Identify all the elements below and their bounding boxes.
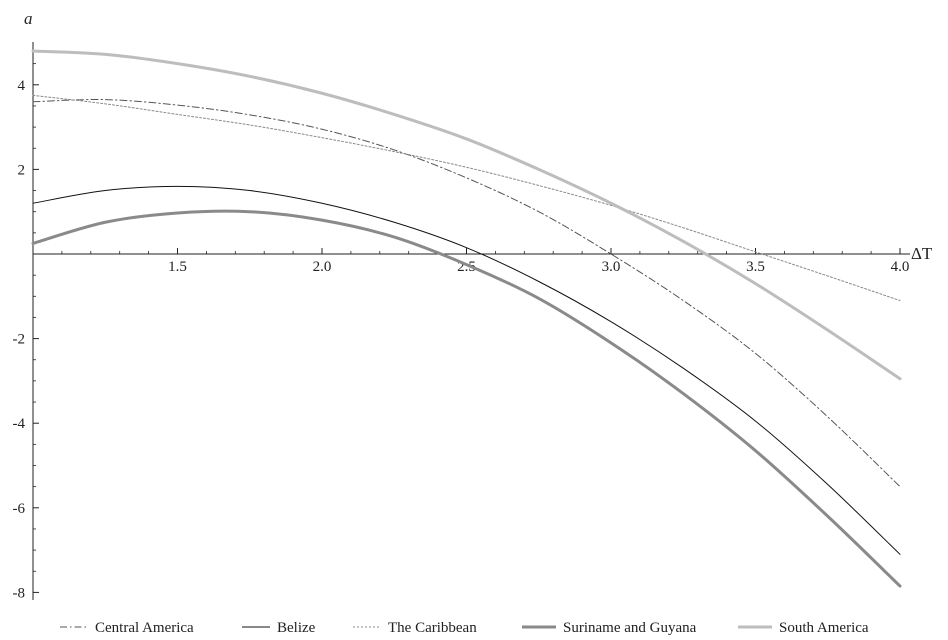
legend-label-central-america: Central America: [95, 620, 194, 636]
series-line-belize: [32, 185, 901, 555]
axes: 1.5 2.0 2.5 3.0 3.5 4.0-8-6-4-224: [13, 42, 910, 601]
plot-area: [31, 49, 902, 588]
x-tick-label: 3.5: [746, 259, 765, 275]
legend-label-the-caribbean: The Caribbean: [388, 620, 477, 636]
x-tick-label: 1.5: [168, 259, 187, 275]
series-line-central-america: [32, 99, 901, 488]
series-line-the-caribbean: [32, 94, 901, 302]
legend: Central America Belize The Caribbean Surina…: [60, 620, 869, 636]
x-tick-label: 4.0: [891, 259, 910, 275]
x-tick-label: 3.0: [602, 259, 621, 275]
y-tick-label: -2: [13, 332, 26, 348]
y-tick-label: 4: [18, 78, 26, 94]
y-tick-label: -4: [13, 416, 26, 432]
x-tick-label: 2.0: [313, 259, 332, 275]
x-axis-label: ΔT: [911, 244, 933, 263]
legend-label-suriname-and-guyana: Suriname and Guyana: [563, 620, 697, 636]
y-tick-label: -8: [13, 585, 26, 601]
legend-label-belize: Belize: [277, 620, 316, 636]
legend-label-south-america: South America: [779, 620, 869, 636]
y-axis-label: a: [24, 9, 33, 28]
series-line-south-america: [31, 49, 902, 381]
series-line-suriname-and-guyana: [31, 209, 902, 588]
y-tick-label: 2: [18, 162, 26, 178]
y-tick-label: -6: [13, 501, 26, 517]
